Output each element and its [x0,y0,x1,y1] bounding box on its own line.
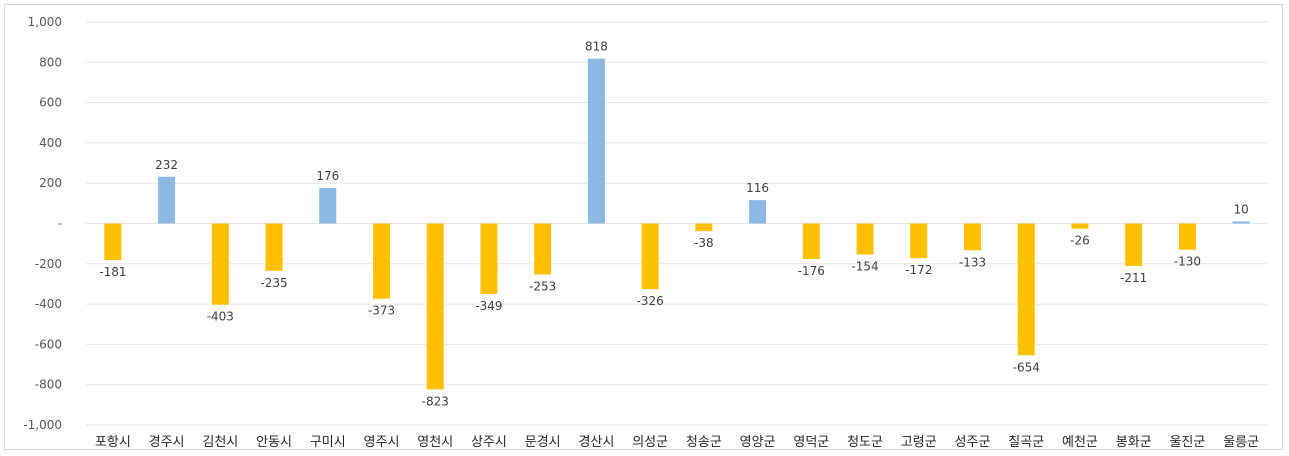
data-label: -373 [368,304,395,318]
y-tick-label: 400 [39,136,62,150]
x-tick-label: 상주시 [471,435,507,450]
bar [1125,223,1143,267]
y-tick-label: 800 [39,55,62,69]
bar [319,188,337,224]
y-tick-label: 1,000 [28,15,62,29]
x-tick-label: 안동시 [256,435,292,450]
data-label: -211 [1120,271,1147,285]
x-tick-label: 봉화군 [1116,435,1152,450]
y-tick-label: - [58,217,62,231]
bar [641,223,659,290]
bar [1232,221,1250,224]
bar [211,223,229,305]
bar [480,223,498,294]
y-tick-label: -800 [35,378,62,392]
data-label: -181 [99,265,126,279]
y-tick-label: -400 [35,297,62,311]
x-tick-label: 김천시 [202,435,238,450]
bar [104,223,122,260]
x-tick-label: 칠곡군 [1008,435,1044,450]
bar [856,223,874,255]
data-label: 10 [1233,202,1248,216]
x-tick-label: 고령군 [901,435,937,450]
bar [587,58,605,224]
x-tick-label: 영천시 [417,435,453,450]
x-tick-label: 경산시 [578,435,614,450]
x-tick-label: 영양군 [740,435,776,450]
bar [1017,223,1035,356]
x-tick-label: 청도군 [847,435,883,450]
data-label: -349 [475,299,502,313]
x-tick-label: 울릉군 [1223,435,1259,450]
bar [426,223,444,390]
bar [265,223,283,271]
data-label: 232 [155,158,178,172]
y-tick-label: 200 [39,176,62,190]
data-label: -253 [529,279,556,293]
data-label: -130 [1174,255,1201,269]
x-tick-label: 구미시 [310,435,346,450]
x-tick-label: 영주시 [364,435,400,450]
bar [373,223,390,299]
bar [158,176,176,224]
data-label: 176 [316,169,339,183]
data-label: -26 [1070,234,1090,248]
x-tick-label: 예천군 [1062,435,1098,450]
y-tick-label: -1,000 [23,418,62,432]
data-label: -654 [1013,360,1040,374]
x-tick-label: 의성군 [632,435,668,450]
bar [1178,223,1196,250]
x-tick-label: 청송군 [686,435,722,450]
data-label: -823 [422,394,449,408]
bar [802,223,820,259]
x-tick-label: 울진군 [1169,435,1205,450]
data-label: -176 [798,264,825,278]
x-tick-label: 포항시 [95,435,131,450]
x-tick-label: 영덕군 [793,435,829,450]
y-tick-label: -200 [35,257,62,271]
y-tick-label: 600 [39,96,62,110]
bar [1071,223,1089,229]
x-tick-label: 문경시 [525,435,561,450]
bar [534,223,552,275]
x-tick-label: 성주군 [955,435,991,450]
data-label: -38 [694,236,714,250]
bar [910,223,928,259]
data-label: 818 [585,40,608,54]
data-label: 116 [746,181,769,195]
bar [749,200,767,224]
data-label: -133 [959,255,986,269]
data-label: -154 [851,260,878,274]
x-tick-label: 경주시 [149,435,185,450]
data-label: -172 [905,263,932,277]
data-label: -235 [260,276,287,290]
data-label: -403 [207,310,234,324]
data-label: -326 [637,294,664,308]
y-tick-label: -600 [35,337,62,351]
bar [964,223,981,251]
bar [695,223,713,232]
